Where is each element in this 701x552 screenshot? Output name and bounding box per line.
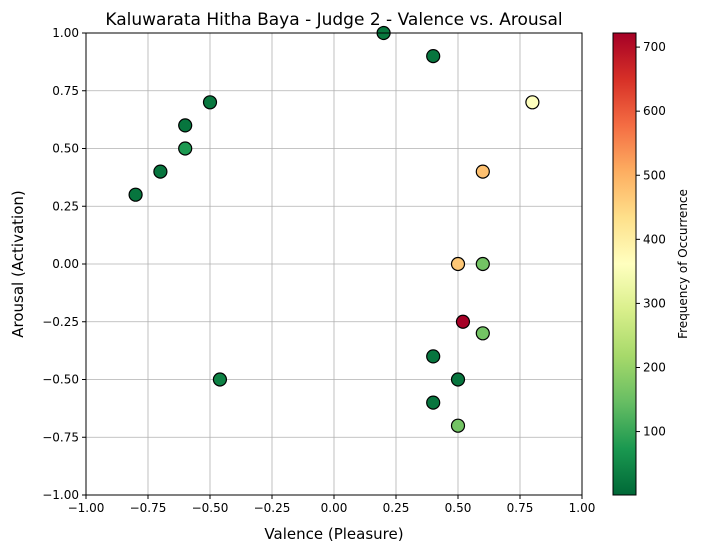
y-tick-label: −1.00 (42, 488, 79, 502)
y-tick-label: 0.50 (52, 142, 79, 156)
colorbar-tick-label: 400 (643, 232, 666, 246)
colorbar-tick-label: 300 (643, 296, 666, 310)
data-point (475, 164, 490, 179)
y-tick-label: 0.75 (52, 84, 79, 98)
chart-title: Kaluwarata Hitha Baya - Judge 2 - Valenc… (105, 10, 562, 30)
data-points (128, 25, 540, 433)
colorbar-tick-label: 700 (643, 40, 666, 54)
y-tick-label: 1.00 (52, 26, 79, 40)
data-point (426, 395, 441, 410)
data-point (212, 372, 228, 387)
colorbar-ticks: 100 200 300 400 500 600 700 (636, 40, 666, 439)
data-point (450, 418, 466, 433)
colorbar (612, 32, 637, 496)
data-point (178, 141, 193, 156)
data-point (455, 314, 471, 329)
x-tick-label: 0.25 (383, 501, 410, 515)
data-point (450, 256, 466, 272)
y-axis-label: Arousal (Activation) (9, 190, 27, 338)
y-tick-label: −0.75 (42, 430, 79, 444)
data-point (450, 372, 466, 387)
data-point (426, 349, 441, 364)
x-tick-label: 1.00 (569, 501, 596, 515)
colorbar-tick-label: 600 (643, 104, 666, 118)
data-point (426, 48, 441, 64)
data-point (153, 164, 168, 179)
colorbar-tick-label: 500 (643, 168, 666, 182)
data-point (525, 95, 540, 110)
colorbar-tick-label: 100 (643, 425, 666, 439)
x-tick-label: −0.25 (254, 501, 291, 515)
x-tick-label: 0.75 (507, 501, 534, 515)
colorbar-tick-label: 200 (643, 360, 666, 374)
y-tick-label: −0.25 (42, 315, 79, 329)
x-tick-label: 0.50 (445, 501, 472, 515)
y-tick-label: 0.00 (52, 257, 79, 271)
x-tick-label: −0.50 (192, 501, 229, 515)
data-point (475, 256, 490, 272)
y-tick-label: −0.50 (42, 373, 79, 387)
colorbar-label: Frequency of Occurrence (676, 189, 690, 339)
data-point (178, 118, 193, 133)
y-tick-label: 0.25 (52, 199, 79, 213)
x-tick-label: 0.00 (321, 501, 348, 515)
x-axis-label: Valence (Pleasure) (264, 525, 403, 543)
grid (85, 32, 583, 496)
data-point (475, 326, 490, 341)
x-axis-ticks: −1.00 −0.75 −0.50 −0.25 0.00 0.25 0.50 0.75 1.00 (68, 495, 596, 515)
x-tick-label: −0.75 (130, 501, 167, 515)
data-point (202, 95, 218, 110)
y-axis-ticks: −1.00 −0.75 −0.50 −0.25 0.00 0.25 0.50 0.75 1.00 (42, 26, 86, 502)
x-tick-label: −1.00 (68, 501, 105, 515)
data-point (128, 187, 143, 202)
